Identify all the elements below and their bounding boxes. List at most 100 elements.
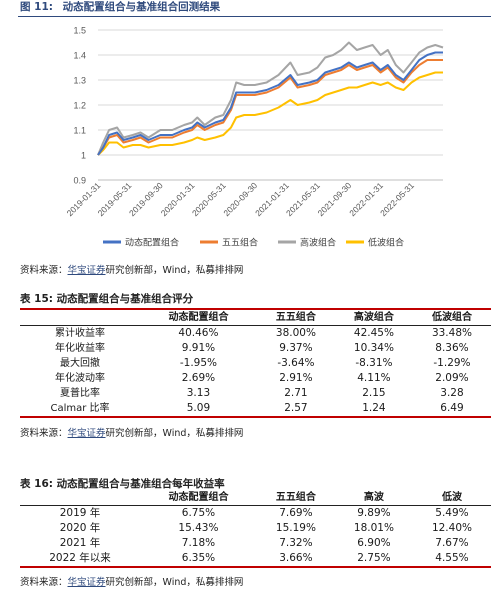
table15-header-cell: 五五组合 xyxy=(256,308,335,326)
table15-row-label: Calmar 比率 xyxy=(20,401,140,418)
figure-rule xyxy=(18,16,491,17)
table15-header-cell xyxy=(20,308,140,326)
source-prefix: 资料来源： xyxy=(20,577,68,588)
y-tick-label: 1.4 xyxy=(73,51,86,61)
table15-cell: 38.00% xyxy=(275,327,316,339)
table16-cell: 3.66% xyxy=(256,551,335,568)
source-prefix: 资料来源： xyxy=(20,428,68,439)
table-row: 年化收益率 9.91% 9.37% 10.34% 8.36% xyxy=(20,341,491,356)
table15-cell: -3.64% xyxy=(277,357,315,369)
table16: 动态配置组合 五五组合 高波 低波 2019 年 6.75% 7.69% 9.8… xyxy=(20,490,491,568)
y-tick-label: 1.2 xyxy=(73,101,86,111)
table-row: 年化波动率 2.69% 2.91% 4.11% 2.09% xyxy=(20,371,491,386)
table16-cell: 2.75% xyxy=(334,551,413,568)
table15-cell: 2.91% xyxy=(279,372,313,384)
x-tick-label: 2022-05-31 xyxy=(378,180,416,218)
table15-cell: 9.37% xyxy=(279,342,313,354)
table16-cell: 6.75% xyxy=(181,507,216,519)
table15-cell: 2.15 xyxy=(362,387,386,399)
backtest-line-chart: 0.911.11.21.31.41.52019-01-312019-05-312… xyxy=(65,26,444,249)
table15-row-label: 夏普比率 xyxy=(60,388,100,399)
table16-cell: 6.90% xyxy=(357,537,391,549)
table-row: Calmar 比率 5.09 2.57 1.24 6.49 xyxy=(20,401,491,418)
table-row: 最大回撤 -1.95% -3.64% -8.31% -1.29% xyxy=(20,356,491,371)
table16-cell: 6.35% xyxy=(140,551,257,568)
table-row: 2020 年 15.43% 15.19% 18.01% 12.40% xyxy=(20,521,491,536)
table15-cell: -1.95% xyxy=(179,357,218,369)
source-note-figure: 资料来源：华宝证券研究创新部，Wind，私募排排网 xyxy=(20,262,243,276)
table16-header-cell: 低波 xyxy=(412,490,491,506)
source-rest: 研究创新部，Wind，私募排排网 xyxy=(105,577,244,588)
table-row: 夏普比率 3.13 2.71 2.15 3.28 xyxy=(20,386,491,401)
table15-cell: 33.48% xyxy=(431,327,472,339)
table16-header-row: 动态配置组合 五五组合 高波 低波 xyxy=(20,490,491,506)
figure-caption: 动态配置组合与基准组合回测结果 xyxy=(62,1,221,13)
table15-cell: 4.11% xyxy=(357,372,391,384)
legend-label: 动态配置组合 xyxy=(125,237,179,249)
table16-cell: 7.18% xyxy=(181,537,216,549)
table15-cell: 2.71 xyxy=(284,387,308,399)
series-line-3 xyxy=(97,41,444,156)
y-tick-label: 0.9 xyxy=(73,176,86,186)
table15-cell: 2.57 xyxy=(256,401,335,418)
table16-cell: 18.01% xyxy=(353,522,394,534)
legend-label: 低波组合 xyxy=(368,237,404,249)
source-link[interactable]: 华宝证券 xyxy=(67,577,106,588)
source-link[interactable]: 华宝证券 xyxy=(67,265,106,276)
table15-title: 表 15: 动态配置组合与基准组合评分 xyxy=(20,293,194,305)
table15-row-label: 最大回撤 xyxy=(60,358,100,369)
table15-row-label: 累计收益率 xyxy=(55,328,105,339)
table15-row-label: 年化收益率 xyxy=(55,343,105,354)
y-tick-label: 1 xyxy=(81,151,86,161)
table16-header-cell: 高波 xyxy=(334,490,413,506)
table15-cell: 6.49 xyxy=(412,401,491,418)
source-rest: 研究创新部，Wind，私募排排网 xyxy=(105,265,244,276)
figure-title: 图 11: 动态配置组合与基准组合回测结果 xyxy=(0,0,499,18)
table15-cell: 2.69% xyxy=(181,372,216,384)
table15-header-row: 动态配置组合 五五组合 高波组合 低波组合 xyxy=(20,308,491,326)
source-prefix: 资料来源： xyxy=(20,265,68,276)
table15-cell: 8.36% xyxy=(435,342,469,354)
table16-cell: 5.49% xyxy=(435,507,469,519)
table16-cell: 4.55% xyxy=(412,551,491,568)
table16-row-label: 2019 年 xyxy=(59,507,101,519)
table16-cell: 9.89% xyxy=(357,507,391,519)
source-rest: 研究创新部，Wind，私募排排网 xyxy=(105,428,244,439)
source-note-table15: 资料来源：华宝证券研究创新部，Wind，私募排排网 xyxy=(20,425,243,439)
table16-cell: 7.69% xyxy=(279,507,313,519)
table16-header-cell: 动态配置组合 xyxy=(140,490,257,506)
table15-cell: 2.09% xyxy=(435,372,469,384)
source-link[interactable]: 华宝证券 xyxy=(67,428,106,439)
table16-header-cell xyxy=(20,490,140,506)
table16-title: 表 16: 动态配置组合与基准组合每年收益率 xyxy=(20,478,225,490)
table15-cell: -1.29% xyxy=(433,357,471,369)
legend-label: 高波组合 xyxy=(300,237,336,249)
table15-header-cell: 低波组合 xyxy=(412,308,491,326)
table15-header-cell: 高波组合 xyxy=(334,308,413,326)
legend-label: 五五组合 xyxy=(222,237,258,249)
table-row: 累计收益率 40.46% 38.00% 42.45% 33.48% xyxy=(20,326,491,342)
series-line-4 xyxy=(97,71,443,156)
table16-cell: 12.40% xyxy=(431,522,472,534)
table15-header-cell: 动态配置组合 xyxy=(140,308,257,326)
table15-cell: 5.09 xyxy=(140,401,257,418)
table-row: 2022 年以来 6.35% 3.66% 2.75% 4.55% xyxy=(20,551,491,568)
table-row: 2021 年 7.18% 7.32% 6.90% 7.67% xyxy=(20,536,491,551)
series-line-2 xyxy=(97,59,443,156)
y-tick-label: 1.5 xyxy=(73,26,86,36)
table16-row-label: 2020 年 xyxy=(59,522,101,534)
table15-cell: -8.31% xyxy=(355,357,393,369)
table15: 动态配置组合 五五组合 高波组合 低波组合 累计收益率 40.46% 38.00… xyxy=(20,308,491,418)
series-line-1 xyxy=(97,51,443,156)
table15-cell: 40.46% xyxy=(178,327,219,339)
table-row: 2019 年 6.75% 7.69% 9.89% 5.49% xyxy=(20,506,491,522)
table16-header-cell: 五五组合 xyxy=(256,490,335,506)
table16-cell: 15.43% xyxy=(178,522,219,534)
y-tick-label: 1.1 xyxy=(73,126,86,136)
table16-cell: 7.67% xyxy=(435,537,469,549)
table15-row-label: 年化波动率 xyxy=(55,373,105,384)
table16-cell: 7.32% xyxy=(279,537,313,549)
table15-cell: 9.91% xyxy=(181,342,216,354)
table16-row-label: 2021 年 xyxy=(59,537,101,549)
table15-cell: 1.24 xyxy=(334,401,413,418)
